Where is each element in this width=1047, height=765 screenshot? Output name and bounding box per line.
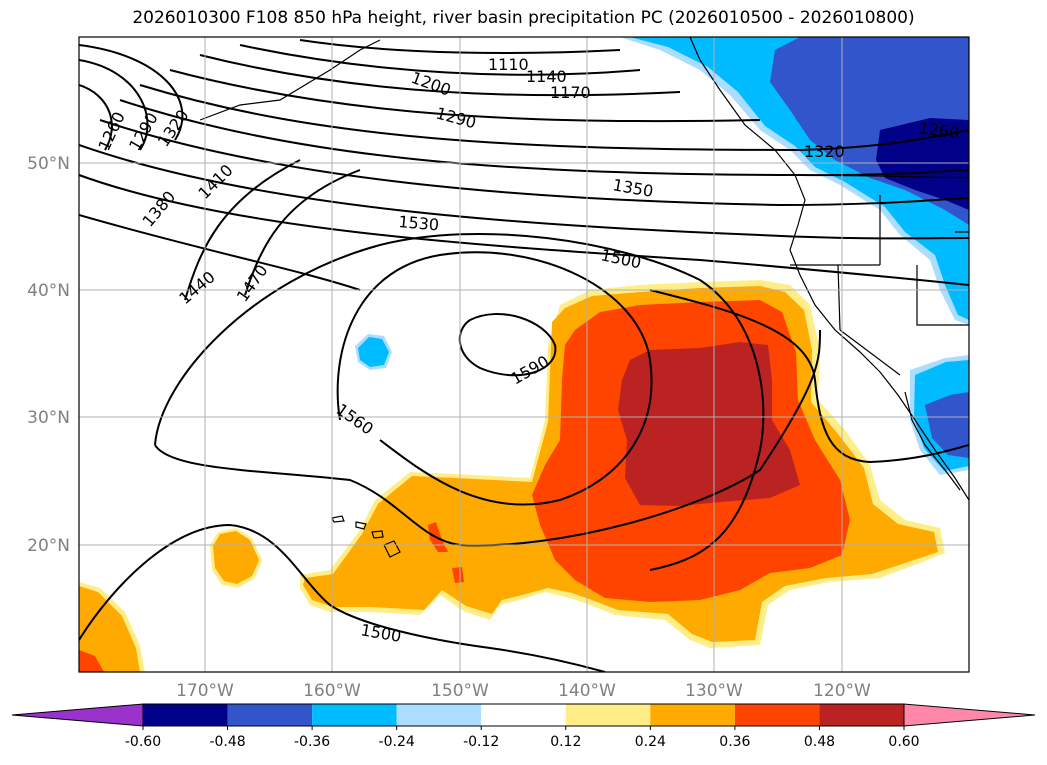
longitude-labels: 170°W 160°W 150°W 140°W 130°W 120°W bbox=[176, 681, 871, 701]
colorbar-segment bbox=[143, 704, 228, 726]
colorbar-tick-label: -0.48 bbox=[209, 734, 245, 750]
lat-label: 30°N bbox=[27, 408, 70, 428]
contour-line bbox=[119, 99, 969, 177]
graticule bbox=[79, 37, 969, 672]
colorbar-tick-label: 0.36 bbox=[719, 734, 750, 750]
contour-line-1440 bbox=[184, 159, 301, 301]
map-title: 2026010300 F108 850 hPa height, river ba… bbox=[132, 8, 915, 28]
colorbar-tick-label: -0.60 bbox=[125, 734, 161, 750]
colorbar-border bbox=[142, 703, 905, 727]
contour-label: 1290 bbox=[434, 104, 478, 133]
positive-pc-small-spot bbox=[452, 567, 464, 583]
map-frame bbox=[78, 36, 970, 673]
negative-pc-small-blob-inner bbox=[358, 337, 389, 367]
contour-line-1260-nw bbox=[79, 84, 113, 151]
colorbar: -0.60 -0.48 -0.36 -0.24 -0.12 0.12 0.24 0.36 0.4… bbox=[11, 703, 1036, 750]
colorbar-segment bbox=[227, 704, 313, 726]
contour-line-1500-east bbox=[649, 289, 969, 464]
contour-label: 1470 bbox=[233, 261, 272, 305]
lon-label: 150°W bbox=[431, 681, 489, 701]
contour-label: 1530 bbox=[398, 212, 440, 234]
colorbar-extend-min bbox=[11, 703, 144, 727]
contour-line bbox=[169, 69, 761, 123]
lon-label: 170°W bbox=[176, 681, 234, 701]
contour-label: 1290 bbox=[125, 109, 162, 154]
us-state-borders bbox=[790, 195, 969, 376]
contour-line bbox=[79, 144, 969, 240]
colorbar-segment bbox=[734, 704, 820, 726]
colorbar-segment bbox=[565, 704, 651, 726]
colorbar-tick-label: -0.12 bbox=[463, 734, 499, 750]
positive-pc-west-blob-inner bbox=[213, 531, 259, 584]
colorbar-tick-label: 0.60 bbox=[888, 734, 919, 750]
baja-california-coast bbox=[904, 391, 961, 491]
contour-label: 1500 bbox=[359, 620, 402, 646]
lat-label: 20°N bbox=[27, 536, 70, 556]
hawaii-islands bbox=[331, 515, 401, 558]
colorbar-tick-label: -0.36 bbox=[294, 734, 330, 750]
precip-pc-shading bbox=[79, 37, 969, 672]
contour-line bbox=[99, 119, 969, 207]
contour-line-1470 bbox=[244, 169, 361, 296]
lon-label: 140°W bbox=[558, 681, 616, 701]
contour-line bbox=[239, 44, 641, 76]
contour-line-1530 bbox=[154, 232, 765, 571]
contour-label: 1590 bbox=[508, 352, 553, 389]
contour-label: 1170 bbox=[550, 83, 591, 102]
lat-label: 50°N bbox=[27, 154, 70, 174]
contour-label: 1320 bbox=[804, 142, 845, 161]
contour-label: 1110 bbox=[488, 55, 529, 74]
colorbar-segment bbox=[312, 704, 397, 726]
contour-label: 1140 bbox=[526, 67, 567, 86]
contour-line bbox=[79, 214, 361, 291]
contour-line bbox=[139, 84, 969, 152]
positive-pc-0.48-region bbox=[618, 342, 800, 506]
colorbar-segment bbox=[819, 704, 904, 726]
contour-label: 1560 bbox=[333, 400, 377, 439]
negative-pc-baja-region-036 bbox=[925, 392, 969, 458]
lon-label: 120°W bbox=[813, 681, 871, 701]
lat-label: 40°N bbox=[27, 281, 70, 301]
positive-pc-sw-corner-mid bbox=[79, 586, 140, 672]
colorbar-tick-label: 0.24 bbox=[635, 734, 666, 750]
colorbar-tick-label: 0.48 bbox=[804, 734, 835, 750]
contour-line-1320-nw bbox=[79, 44, 184, 141]
colorbar-extend-max bbox=[903, 703, 1036, 727]
contour-line bbox=[79, 174, 969, 286]
contour-label: 1500 bbox=[599, 245, 643, 272]
lon-label: 160°W bbox=[303, 681, 361, 701]
contour-line-south bbox=[79, 523, 606, 672]
coastlines bbox=[199, 37, 969, 558]
negative-pc-nw-region-048 bbox=[876, 118, 969, 210]
map-plot-area: 1110 1140 1170 1200 1260 1290 1320 1380 … bbox=[79, 37, 969, 672]
contour-line bbox=[199, 54, 681, 97]
colorbar-segment bbox=[481, 704, 566, 726]
contour-line-1290-nw bbox=[79, 59, 149, 151]
colorbar-tick-label: -0.24 bbox=[379, 734, 415, 750]
positive-pc-sw-corner-inner bbox=[79, 650, 104, 672]
contour-label: 1260 bbox=[94, 109, 128, 154]
colorbar-segment bbox=[396, 704, 482, 726]
colorbar-segment bbox=[650, 704, 735, 726]
lon-label: 130°W bbox=[685, 681, 743, 701]
contour-label: 1380 bbox=[139, 187, 180, 230]
colorbar-tick-label: 0.12 bbox=[550, 734, 581, 750]
contour-label: 1440 bbox=[175, 267, 218, 308]
contour-line-1590 bbox=[458, 313, 557, 377]
latitude-labels: 50°N 40°N 30°N 20°N bbox=[27, 154, 70, 556]
contour-label: 1350 bbox=[611, 175, 654, 201]
north-america-coastline bbox=[689, 37, 969, 501]
contour-label: 1410 bbox=[194, 161, 236, 203]
